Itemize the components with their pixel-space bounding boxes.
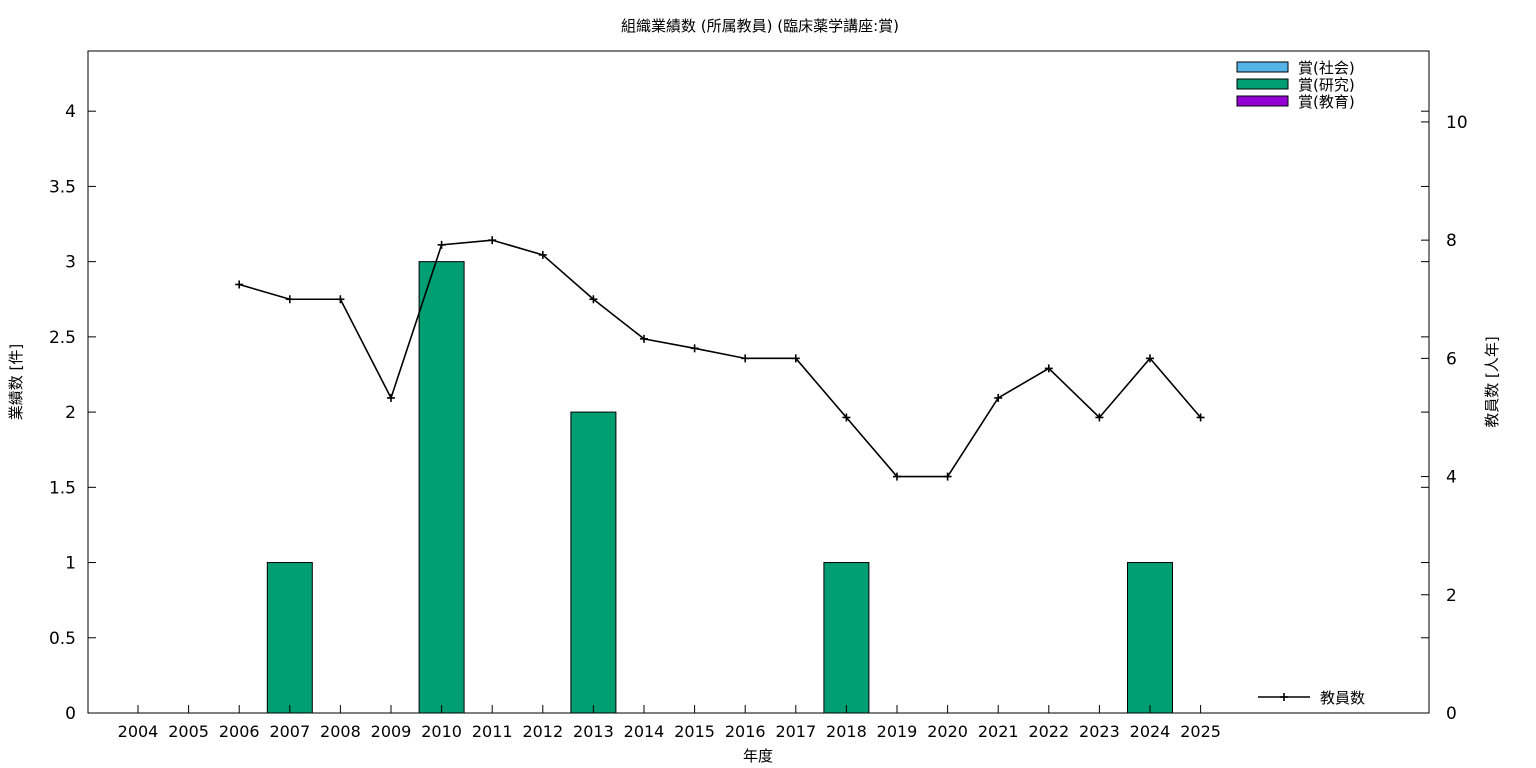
line-point <box>1044 364 1053 373</box>
y2-tick-label: 0 <box>1446 704 1457 724</box>
x-tick-label: 2018 <box>826 722 867 741</box>
plot-area <box>87 50 1430 714</box>
x-axis-label: 年度 <box>743 747 773 765</box>
line-point <box>336 295 345 304</box>
bar <box>823 562 870 714</box>
y-tick-label: 1.5 <box>49 478 76 498</box>
legend-swatch <box>1236 78 1289 90</box>
y2-tick-label: 4 <box>1446 468 1457 488</box>
y2-axis-ticks: 0 2 4 6 8 10 <box>1421 113 1468 724</box>
legend-bars: 賞(社会)賞(研究)賞(教育) <box>1236 59 1355 111</box>
y-tick-label: 0.5 <box>49 629 76 649</box>
line-point <box>640 334 648 343</box>
x-tick-label: 2006 <box>219 722 260 741</box>
line-path <box>238 239 1202 478</box>
bar-series <box>266 261 1173 714</box>
line-point <box>994 393 1003 402</box>
y-axis-label: 業績数 [件] <box>7 344 25 420</box>
legend-label: 賞(社会) <box>1298 59 1355 77</box>
x-tick-label: 2025 <box>1180 722 1221 741</box>
x-tick-label: 2007 <box>269 722 310 741</box>
y-tick-label: 3.5 <box>49 177 76 197</box>
line-point <box>285 295 294 304</box>
line-point <box>437 240 446 249</box>
x-tick-label: 2016 <box>725 722 766 741</box>
line-point <box>690 344 699 353</box>
y-tick-label: 4 <box>65 102 76 122</box>
line-point <box>387 393 395 402</box>
x-tick-label: 2008 <box>320 722 361 741</box>
line-point <box>741 354 750 363</box>
x-tick-label: 2022 <box>1028 722 1069 741</box>
y-tick-label: 0 <box>65 704 76 724</box>
x-tick-label: 2019 <box>877 722 918 741</box>
y-axis-ticks: 0 0.5 1 1.5 2 2.5 3 3.5 4 <box>49 102 1429 724</box>
bar <box>1127 562 1173 714</box>
x-tick-label: 2004 <box>118 722 159 741</box>
legend-label: 賞(教育) <box>1298 93 1355 111</box>
line-series <box>235 236 1205 481</box>
y2-tick-label: 8 <box>1446 231 1457 251</box>
y2-tick-label: 6 <box>1446 349 1457 369</box>
line-point <box>1095 413 1104 422</box>
x-tick-label: 2011 <box>472 722 513 741</box>
y-tick-label: 1 <box>65 554 76 574</box>
bar <box>266 562 313 714</box>
line-point <box>943 472 952 481</box>
legend-swatch <box>1236 61 1289 73</box>
x-tick-label: 2017 <box>775 722 816 741</box>
x-tick-label: 2020 <box>927 722 968 741</box>
x-tick-label: 2013 <box>573 722 614 741</box>
line-point <box>488 236 497 245</box>
x-tick-label: 2012 <box>522 722 563 741</box>
y2-tick-label: 10 <box>1446 113 1468 133</box>
y-tick-label: 2 <box>65 403 76 423</box>
x-axis-ticks: 2004 2005 2006 2007 2008 2009 2010 2011 2012 2013… <box>118 705 1221 741</box>
bar <box>418 261 465 714</box>
line-point <box>538 250 547 259</box>
legend-swatch <box>1236 95 1289 107</box>
line-point <box>235 280 244 289</box>
x-tick-label: 2024 <box>1130 722 1171 741</box>
x-tick-label: 2005 <box>168 722 209 741</box>
line-point <box>1196 413 1205 422</box>
line-point <box>1146 354 1154 363</box>
x-tick-label: 2021 <box>978 722 1019 741</box>
line-point <box>791 354 800 363</box>
line-point <box>842 413 851 422</box>
bar <box>570 411 617 714</box>
line-point <box>589 295 598 304</box>
x-tick-label: 2010 <box>421 722 462 741</box>
y-tick-label: 3 <box>65 253 76 273</box>
y-tick-label: 2.5 <box>49 328 76 348</box>
x-tick-label: 2023 <box>1079 722 1120 741</box>
y2-tick-label: 2 <box>1446 586 1457 606</box>
legend-label: 賞(研究) <box>1298 76 1355 94</box>
chart-title: 組織業績数 (所属教員) (臨床薬学講座:賞) <box>621 17 899 35</box>
line-point <box>893 472 901 481</box>
x-tick-label: 2009 <box>371 722 412 741</box>
x-tick-label: 2014 <box>624 722 665 741</box>
legend-line: 教員数 <box>1258 689 1365 707</box>
legend-label: 教員数 <box>1320 689 1365 707</box>
x-tick-label: 2015 <box>674 722 715 741</box>
y2-axis-label: 教員数 [人年] <box>1483 336 1501 427</box>
